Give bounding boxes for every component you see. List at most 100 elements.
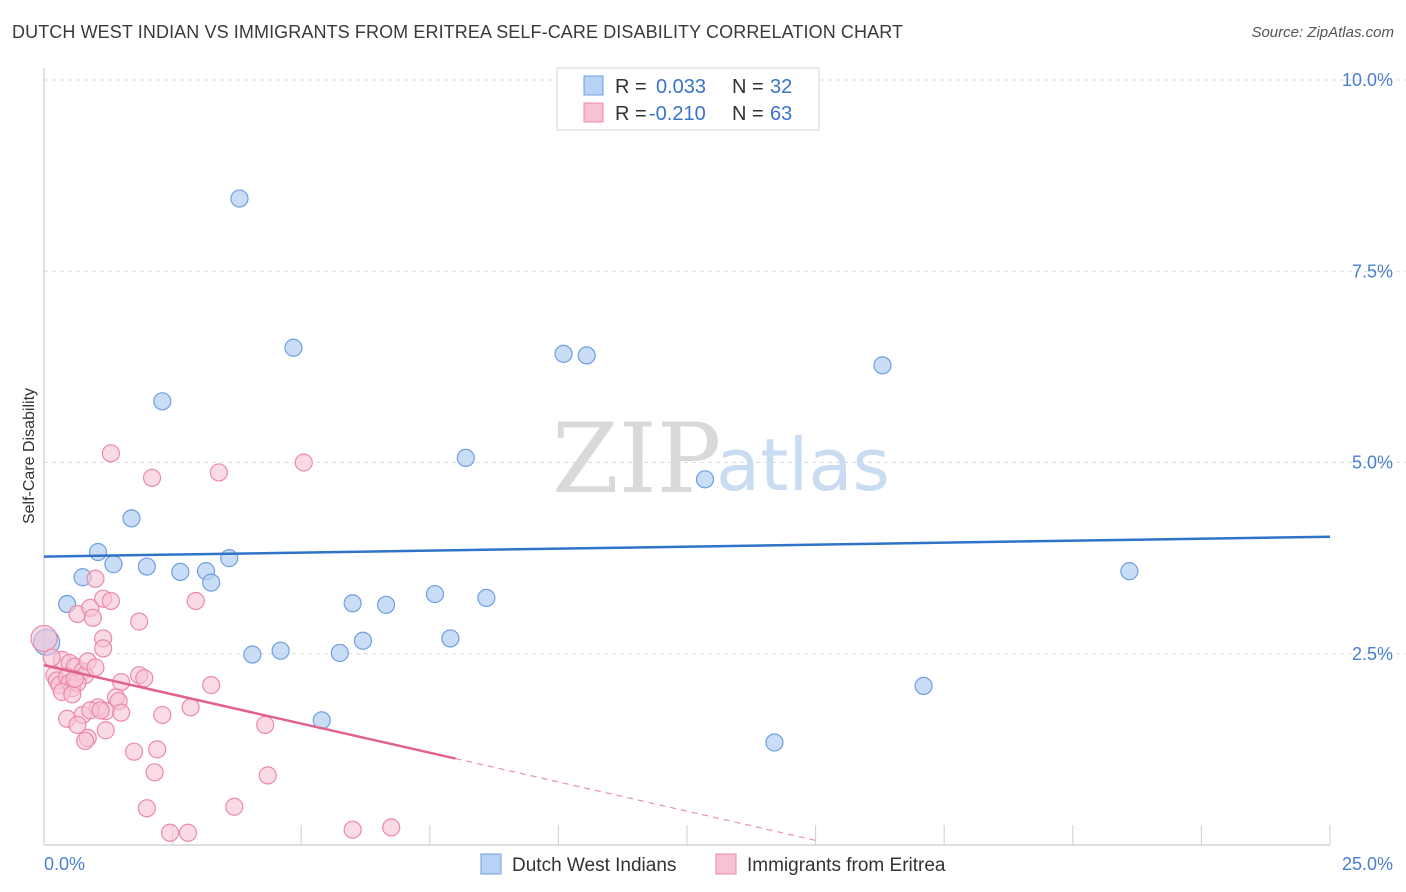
- pink-point-52: [137, 799, 156, 818]
- bottom-legend: Dutch West Indians Immigrants from Eritr…: [480, 853, 946, 876]
- legend-n-label-0: N =: [732, 76, 764, 98]
- bottom-legend-swatch-pink: [715, 853, 737, 875]
- legend-n-value-0: 32: [770, 76, 792, 98]
- pink-point-3: [294, 453, 313, 472]
- grid: [44, 79, 1406, 655]
- legend-n-label-1: N =: [732, 103, 764, 125]
- blue-point-23: [243, 645, 262, 664]
- x-tick-label-0: 0.0%: [44, 854, 85, 874]
- chart-title: DUTCH WEST INDIAN VS IMMIGRANTS FROM ERI…: [12, 22, 904, 42]
- pink-point-2: [209, 463, 228, 482]
- legend-r-label-1: R =: [615, 103, 647, 125]
- pink-point-1: [142, 468, 162, 487]
- legend-swatch-blue: [583, 75, 604, 96]
- pink-point-4: [86, 569, 105, 588]
- pink-point-61: [42, 648, 61, 667]
- pink-point-57: [382, 818, 401, 837]
- trend-line-pink: [43, 664, 456, 760]
- blue-point-14: [171, 562, 190, 581]
- legend-r-value-0: 0.033: [656, 76, 706, 98]
- legend-n-value-1: 63: [770, 103, 792, 125]
- top-legend: R = 0.033 N = 32 R = -0.210 N = 63: [556, 67, 820, 131]
- pink-point-0: [101, 444, 120, 463]
- trend-lines: [43, 535, 1331, 841]
- blue-point-21: [477, 588, 496, 608]
- blue-point-9: [88, 542, 108, 562]
- watermark-zip: ZIP: [552, 403, 721, 515]
- source-label: Source: ZipAtlas.com: [1251, 24, 1394, 41]
- pink-point-51: [258, 766, 277, 785]
- blue-point-27: [441, 629, 460, 648]
- watermark-atlas: atlas: [716, 423, 890, 507]
- pink-point-40: [112, 703, 131, 722]
- pink-point-42: [181, 698, 200, 717]
- blue-point-6: [456, 448, 475, 468]
- pink-point-53: [225, 797, 244, 816]
- legend-swatch-pink: [583, 102, 604, 123]
- bottom-legend-label-blue: Dutch West Indians: [512, 855, 676, 876]
- blue-point-1: [284, 338, 303, 357]
- bottom-legend-swatch-blue: [480, 853, 502, 875]
- blue-point-3: [554, 344, 573, 363]
- blue-point-7: [695, 470, 715, 489]
- blue-point-5: [873, 356, 892, 375]
- trend-line-blue: [43, 535, 1331, 558]
- blue-point-16: [202, 573, 221, 592]
- blue-point-11: [137, 557, 156, 576]
- pink-point-41: [153, 705, 172, 725]
- pink-point-49: [148, 740, 167, 759]
- y-tick-label-1: 5.0%: [1352, 453, 1393, 473]
- blue-point-25: [330, 643, 349, 663]
- pink-point-47: [76, 731, 95, 751]
- blue-point-19: [376, 595, 396, 614]
- x-ticks: [43, 825, 1331, 845]
- pink-point-9: [186, 591, 205, 611]
- blue-point-10: [104, 555, 123, 574]
- pink-point-43: [256, 715, 275, 734]
- pink-point-59: [65, 669, 84, 689]
- blue-point-24: [271, 641, 290, 660]
- y-tick-label-0: 2.5%: [1352, 644, 1393, 664]
- blue-point-8: [122, 509, 141, 528]
- x-tick-label-1: 25.0%: [1342, 854, 1393, 874]
- pink-point-45: [96, 721, 115, 740]
- pink-point-33: [202, 676, 221, 695]
- legend-r-value-1: -0.210: [649, 103, 706, 125]
- y-tick-label-2: 7.5%: [1352, 261, 1393, 281]
- bottom-legend-label-pink: Immigrants from Eritrea: [747, 855, 946, 876]
- blue-point-26: [353, 631, 373, 650]
- pink-point-56: [343, 820, 362, 839]
- blue-point-22: [1120, 562, 1139, 581]
- pink-point-30: [63, 685, 82, 704]
- y-axis-label: Self-Care Disability: [21, 388, 38, 524]
- pink-point-44: [68, 715, 87, 734]
- pink-point-55: [178, 823, 198, 842]
- x-tick-labels: 0.0% 25.0%: [44, 854, 1393, 874]
- series-dutch-west-indians-points: [32, 189, 1139, 752]
- y-tick-labels: 2.5% 5.0% 7.5% 10.0%: [1342, 70, 1393, 664]
- pink-point-21: [86, 658, 105, 677]
- trend-line-pink-dashed: [455, 757, 816, 841]
- pink-point-13: [30, 624, 58, 653]
- series-eritrea-points: [30, 444, 401, 842]
- blue-point-18: [343, 594, 362, 613]
- pink-point-62: [91, 701, 110, 720]
- pink-point-54: [160, 823, 180, 842]
- pink-point-8: [101, 591, 120, 611]
- blue-point-2: [153, 392, 172, 411]
- blue-point-0: [230, 189, 249, 208]
- blue-point-12: [220, 549, 239, 568]
- legend-r-label-0: R =: [615, 76, 647, 98]
- y-tick-label-3: 10.0%: [1342, 70, 1393, 90]
- pink-point-60: [135, 669, 154, 688]
- blue-point-4: [577, 346, 596, 365]
- pink-point-10: [130, 612, 149, 631]
- pink-point-14: [94, 639, 113, 658]
- watermark: ZIP atlas: [552, 403, 890, 515]
- pink-point-50: [145, 763, 164, 782]
- pink-point-48: [124, 742, 144, 761]
- blue-point-28: [914, 676, 933, 695]
- pink-point-11: [83, 608, 102, 627]
- blue-point-30: [765, 733, 784, 752]
